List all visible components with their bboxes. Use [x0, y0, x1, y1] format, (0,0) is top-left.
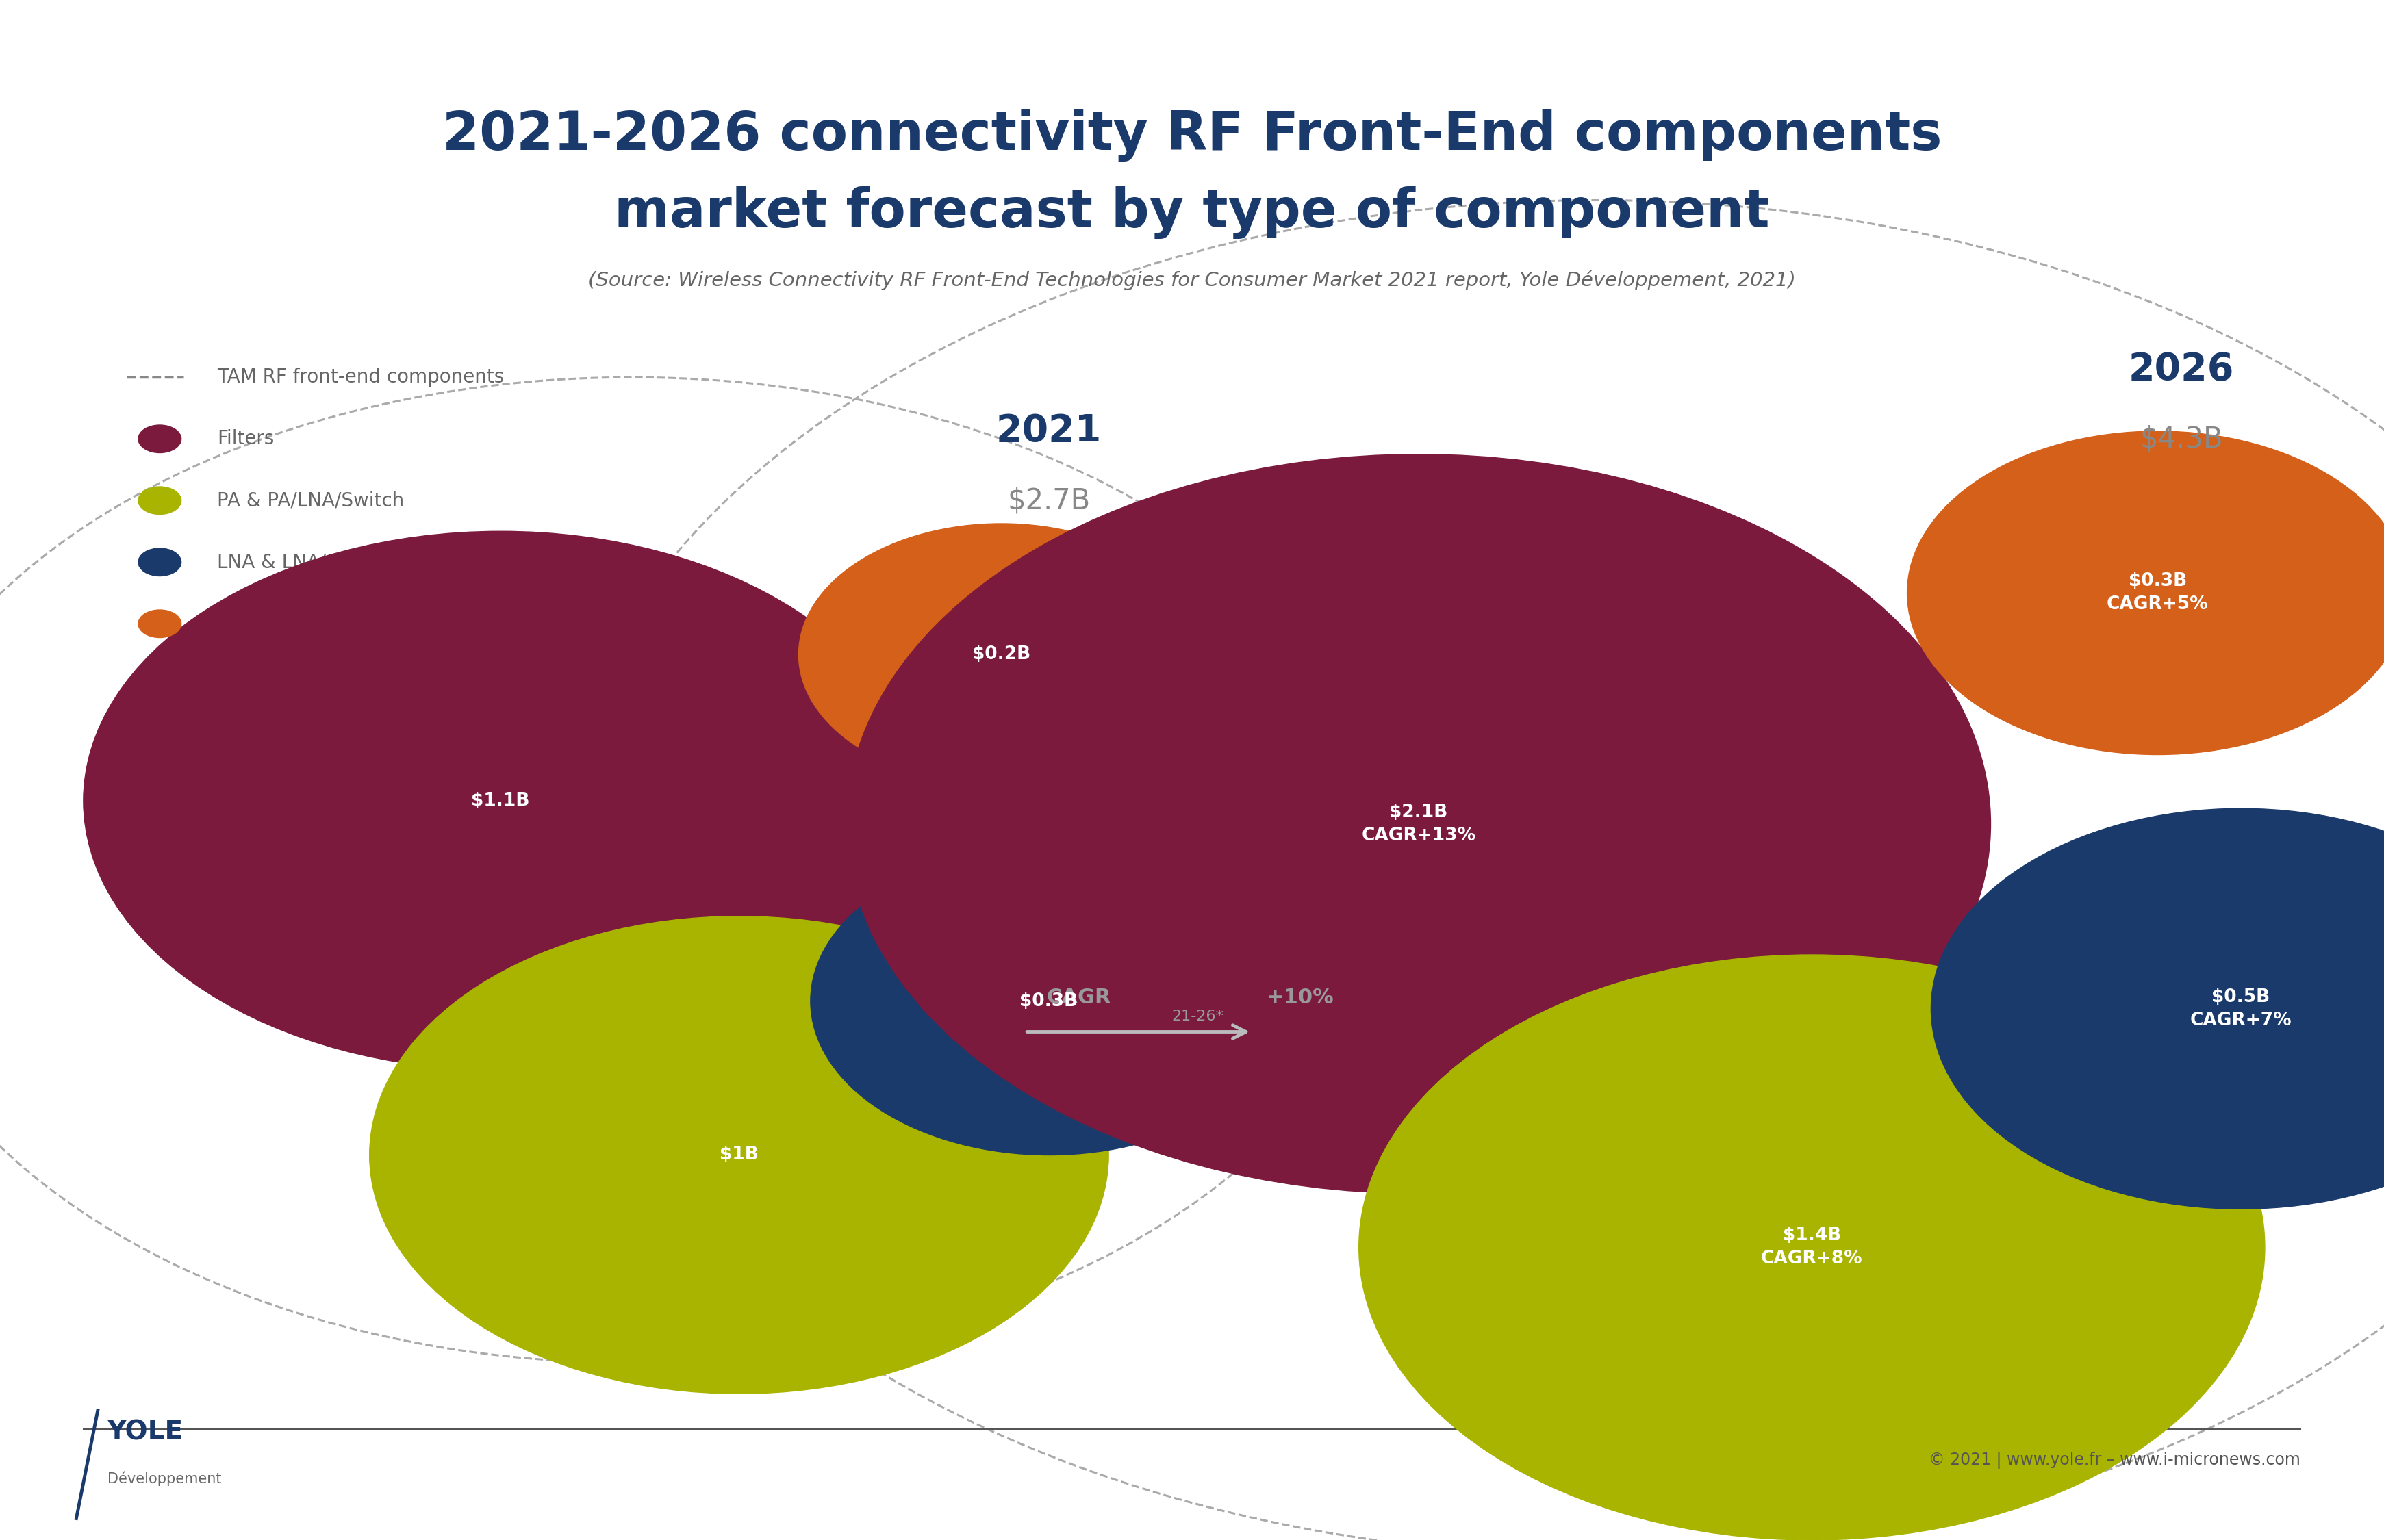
Circle shape [370, 916, 1109, 1394]
Text: 2026: 2026 [2129, 351, 2234, 388]
Circle shape [799, 524, 1204, 785]
Text: $0.3B: $0.3B [1020, 992, 1078, 1010]
Text: $0.2B: $0.2B [973, 645, 1030, 664]
Text: PA & PA/LNA/Switch: PA & PA/LNA/Switch [217, 491, 403, 510]
Text: $0.3B
CAGR+5%: $0.3B CAGR+5% [2107, 573, 2208, 613]
Text: $1.4B
CAGR+8%: $1.4B CAGR+8% [1762, 1227, 1862, 1267]
Text: 21-26*: 21-26* [1173, 1010, 1223, 1023]
Text: © 2021 | www.yole.fr – www.i-micronews.com: © 2021 | www.yole.fr – www.i-micronews.c… [1929, 1451, 2301, 1469]
Text: $1B: $1B [720, 1146, 758, 1164]
Circle shape [846, 454, 1991, 1194]
Text: Filters: Filters [217, 430, 274, 448]
Text: $0.5B
CAGR+7%: $0.5B CAGR+7% [2191, 989, 2291, 1029]
Text: Switch: Switch [217, 614, 279, 633]
Circle shape [83, 531, 918, 1070]
Text: $4.3B: $4.3B [2141, 425, 2222, 453]
Circle shape [1359, 955, 2265, 1540]
Text: $2.7B: $2.7B [1008, 487, 1089, 514]
Circle shape [1907, 431, 2384, 755]
Text: LNA & LNA/Switch: LNA & LNA/Switch [217, 553, 389, 571]
Circle shape [138, 610, 181, 638]
Text: YOLE: YOLE [107, 1420, 184, 1445]
Text: +10%: +10% [1266, 989, 1335, 1007]
Text: (Source: Wireless Connectivity RF Front-End Technologies for Consumer Market 202: (Source: Wireless Connectivity RF Front-… [589, 270, 1795, 291]
Text: Développement: Développement [107, 1471, 222, 1486]
Text: $1.1B: $1.1B [472, 792, 529, 810]
Text: 2021-2026 connectivity RF Front-End components: 2021-2026 connectivity RF Front-End comp… [441, 109, 1943, 162]
Text: $2.1B
CAGR+13%: $2.1B CAGR+13% [1361, 804, 1476, 844]
Circle shape [138, 548, 181, 576]
Circle shape [138, 487, 181, 514]
Circle shape [1931, 808, 2384, 1209]
Text: CAGR: CAGR [1047, 989, 1111, 1007]
Text: 2021: 2021 [997, 413, 1101, 450]
Text: TAM RF front-end components: TAM RF front-end components [217, 368, 503, 387]
Text: market forecast by type of component: market forecast by type of component [615, 186, 1769, 239]
Circle shape [811, 847, 1287, 1155]
Circle shape [138, 425, 181, 453]
